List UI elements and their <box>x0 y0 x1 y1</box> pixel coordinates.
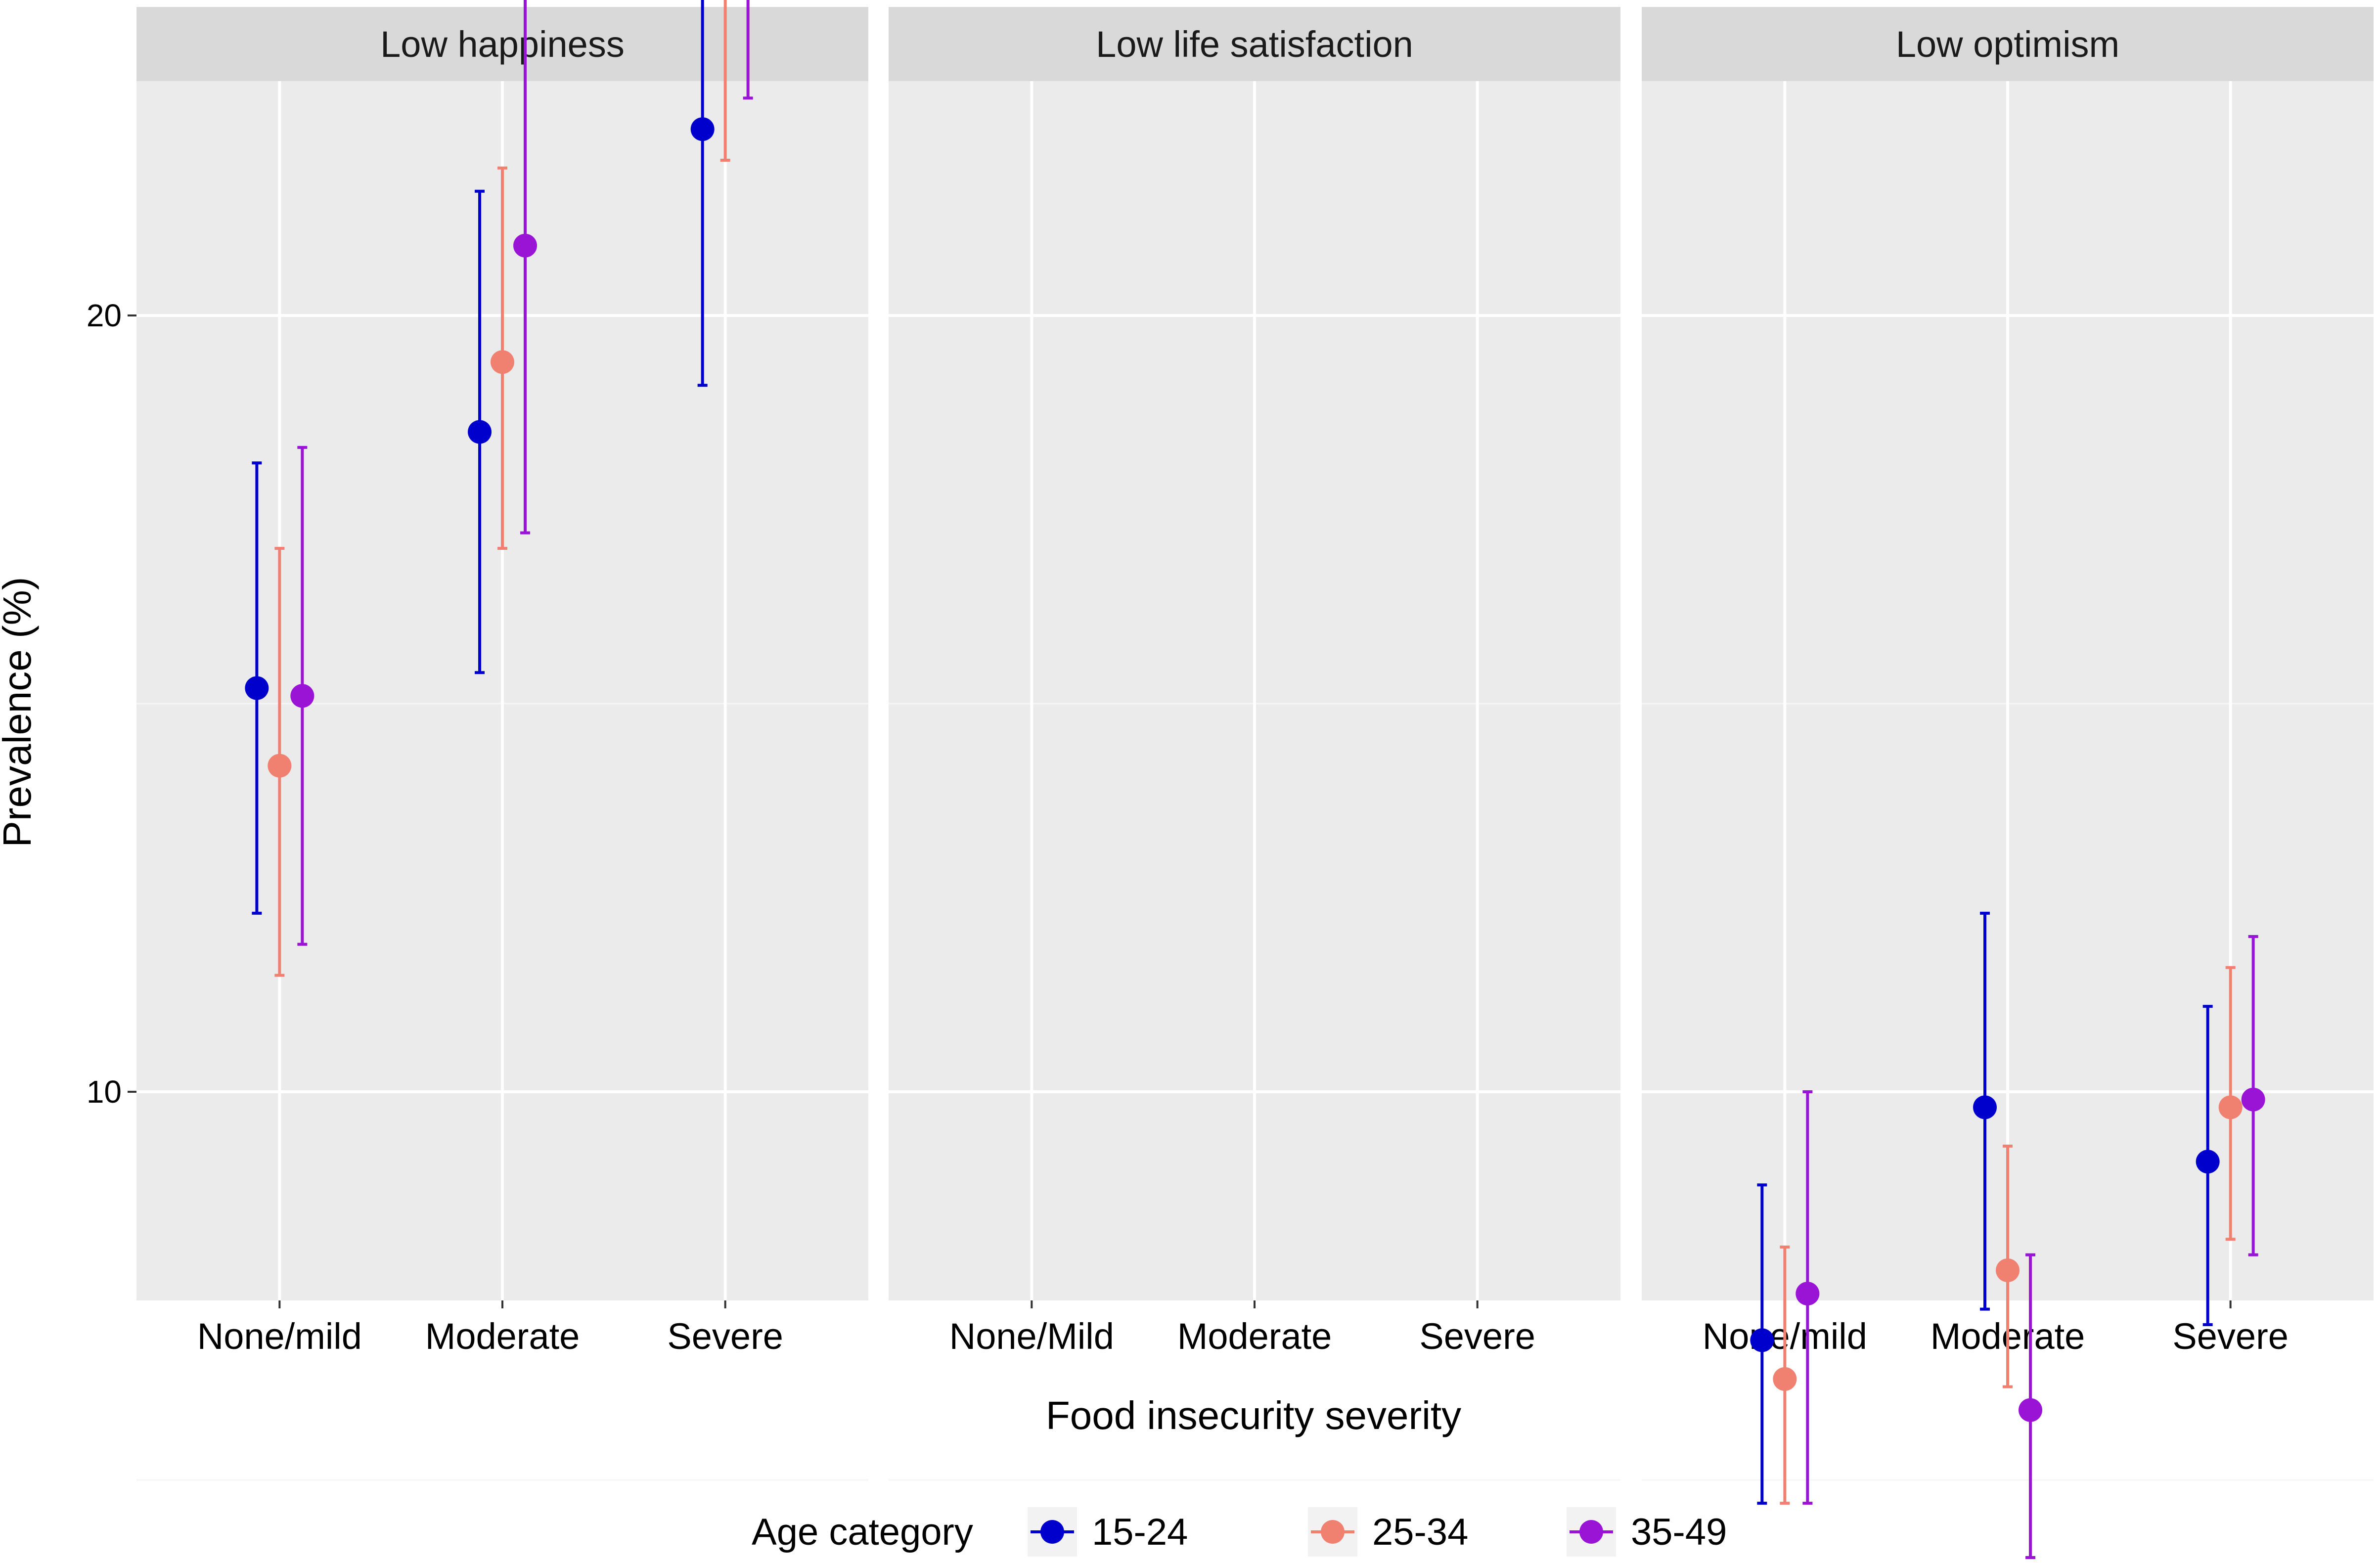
data-point <box>1796 1282 1820 1306</box>
data-point <box>2196 1150 2220 1174</box>
series-15-24 <box>1750 911 2220 1505</box>
facet-title: Low happiness <box>380 24 625 65</box>
data-point <box>690 117 715 141</box>
data-point <box>1973 1095 1997 1119</box>
data-point <box>513 233 537 258</box>
legend-label: 15-24 <box>1092 1511 1188 1553</box>
x-tick-label: Moderate <box>425 1316 580 1357</box>
facet-strip <box>889 7 1620 81</box>
legend-key-point <box>1579 1520 1603 1544</box>
legend-label: 25-34 <box>1372 1511 1468 1553</box>
legend-entry: 35-49 <box>1567 1507 1727 1557</box>
legend-title: Age category <box>752 1511 973 1553</box>
data-point <box>1773 1367 1797 1391</box>
data-point <box>2218 1095 2243 1119</box>
data-point <box>1750 1328 1774 1352</box>
legend-label: 35-49 <box>1631 1511 1727 1553</box>
legend-key-point <box>1040 1520 1064 1544</box>
x-tick-label: Severe <box>667 1316 783 1357</box>
y-tick-label: 10 <box>87 1074 122 1110</box>
x-tick-label: Moderate <box>1177 1316 1332 1357</box>
data-point <box>468 420 492 444</box>
facet-title: Low life satisfaction <box>1096 24 1413 65</box>
facet-panel: Low happiness None/mild Moderate Severe <box>136 0 868 1481</box>
x-axis-title: Food insecurity severity <box>1046 1393 1461 1437</box>
legend-entry: 25-34 <box>1308 1507 1468 1557</box>
series-25-34 <box>1773 966 2243 1505</box>
data-point <box>245 676 269 700</box>
y-axis: 10203040 <box>87 298 136 1110</box>
data-point <box>290 684 314 708</box>
data-point <box>2241 1087 2265 1112</box>
data-point <box>268 754 292 778</box>
series-25-34 <box>268 0 730 977</box>
x-tick-label: Severe <box>1419 1316 1535 1357</box>
x-tick-label: None/Mild <box>949 1316 1114 1357</box>
series-35-49 <box>1796 935 2265 1559</box>
data-point <box>491 350 514 374</box>
series-15-24 <box>245 0 715 915</box>
data-point <box>2019 1398 2042 1422</box>
y-tick-label: 20 <box>87 298 122 333</box>
data-point <box>1996 1258 2020 1283</box>
facet-strip <box>1642 7 2374 81</box>
series-35-49 <box>290 0 753 946</box>
x-tick-label: Severe <box>2172 1316 2288 1357</box>
facet-title: Low optimism <box>1896 24 2119 65</box>
legend: Age category 15-24 25-34 35-49 <box>752 1507 1727 1557</box>
y-axis-title: Prevalence (%) <box>0 577 39 848</box>
x-tick-label: None/mild <box>197 1316 362 1357</box>
facet-strip <box>136 7 868 81</box>
legend-entry: 15-24 <box>1028 1507 1188 1557</box>
facet-panel: Low life satisfaction None/Mild Moderate Se… <box>889 7 1620 1481</box>
legend-key-point <box>1321 1520 1345 1544</box>
